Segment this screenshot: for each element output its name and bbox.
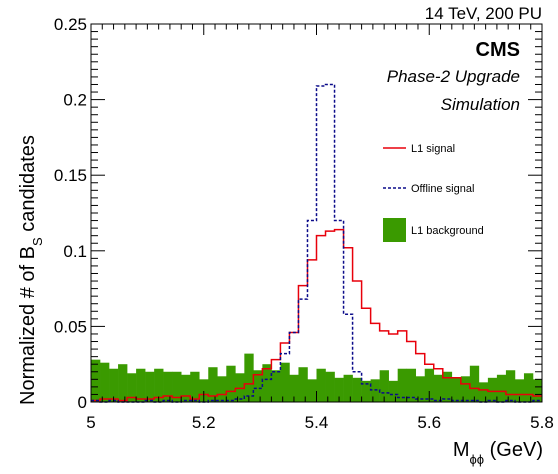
y-tick-label: 0.15 — [54, 166, 87, 185]
legend-label-offline-signal: Offline signal — [411, 183, 474, 195]
axis-ticks: 5 5.2 5.4 5.6 5.8 0 0.05 0.1 0.15 0.2 0.25 — [54, 15, 554, 432]
x-axis-title-sub: ϕϕ — [470, 452, 485, 467]
l1-background-series — [91, 353, 543, 402]
l1-background-bar — [325, 371, 335, 402]
legend-swatch-l1-background — [383, 218, 406, 242]
l1-background-bar — [316, 368, 326, 402]
l1-background-bar — [352, 377, 362, 402]
l1-background-bar — [199, 379, 209, 402]
l1-background-bar — [505, 370, 516, 402]
subtitle-simulation: Simulation — [441, 95, 520, 114]
l1-background-bar — [208, 367, 218, 402]
l1-background-bar — [460, 376, 471, 402]
l1-background-bar — [379, 370, 389, 402]
l1-background-bar — [451, 377, 462, 402]
x-tick-label: 5.8 — [530, 413, 554, 432]
l1-background-bar — [532, 379, 543, 402]
x-axis-title-main: M — [453, 439, 470, 461]
y-tick-label: 0.25 — [54, 15, 87, 34]
y-axis-title: Normalized # of BS candidates — [17, 135, 45, 405]
l1-background-bar — [172, 371, 182, 402]
l1-background-bar — [397, 368, 407, 402]
l1-background-bar — [424, 368, 435, 402]
header-right-label: 14 TeV, 200 PU — [425, 4, 542, 23]
l1-background-bar — [136, 368, 146, 402]
offline-signal-series — [91, 83, 542, 403]
l1-signal-series — [91, 228, 542, 402]
y-axis-title-sub: S — [30, 237, 45, 246]
l1-background-bar — [514, 379, 525, 402]
l1-background-bar — [127, 373, 137, 402]
l1-background-bar — [343, 374, 353, 402]
x-tick-label: 5.6 — [417, 413, 441, 432]
l1-signal-line — [91, 228, 542, 402]
l1-background-bar — [298, 367, 308, 402]
l1-background-bar — [271, 370, 281, 402]
l1-background-bar — [163, 371, 173, 402]
legend: L1 signal Offline signal L1 background — [383, 143, 484, 242]
l1-background-bar — [262, 364, 272, 402]
l1-background-bar — [289, 374, 299, 402]
y-axis-title-main: Normalized # of B — [17, 246, 39, 405]
x-axis-title-unit: (GeV) — [484, 439, 543, 461]
l1-background-bar — [244, 353, 254, 402]
subtitle-phase2: Phase-2 Upgrade — [387, 67, 520, 86]
l1-background-bar — [334, 377, 344, 402]
y-tick-label: 0.1 — [63, 242, 87, 261]
l1-background-bar — [442, 371, 453, 402]
l1-background-bar — [217, 376, 227, 402]
l1-background-bar — [280, 362, 290, 402]
l1-background-bar — [523, 373, 534, 402]
l1-background-bar — [181, 374, 191, 402]
l1-background-bar — [406, 368, 417, 402]
l1-background-bar — [253, 370, 263, 402]
l1-background-bar — [235, 373, 245, 402]
l1-background-bar — [145, 371, 155, 402]
l1-background-bar — [307, 379, 317, 402]
l1-background-bar — [100, 362, 110, 402]
y-tick-label: 0 — [78, 393, 87, 412]
l1-background-bar — [496, 374, 507, 402]
l1-background-bar — [91, 359, 101, 402]
y-tick-label: 0.05 — [54, 317, 87, 336]
legend-label-l1-signal: L1 signal — [411, 143, 455, 155]
x-tick-label: 5.4 — [305, 413, 329, 432]
l1-background-bar — [109, 368, 119, 402]
y-tick-label: 0.2 — [63, 91, 87, 110]
experiment-label: CMS — [476, 39, 520, 61]
x-axis-title: Mϕϕ (GeV) — [453, 439, 543, 467]
l1-background-bar — [487, 377, 498, 402]
legend-label-l1-background: L1 background — [411, 225, 484, 237]
x-tick-label: 5.2 — [192, 413, 216, 432]
l1-background-bar — [154, 368, 164, 402]
l1-background-bar — [190, 371, 200, 402]
l1-background-bar — [226, 365, 236, 402]
l1-background-bar — [118, 364, 128, 402]
x-tick-label: 5 — [86, 413, 95, 432]
l1-background-bar — [370, 379, 380, 402]
l1-background-bar — [361, 380, 371, 402]
l1-background-bar — [433, 374, 444, 402]
l1-background-bar — [478, 382, 489, 402]
l1-background-bar — [388, 380, 398, 402]
offline-signal-line — [91, 83, 542, 403]
l1-background-bar — [415, 376, 426, 402]
l1-background-bar — [469, 365, 480, 402]
y-axis-title-rest: candidates — [17, 135, 39, 237]
